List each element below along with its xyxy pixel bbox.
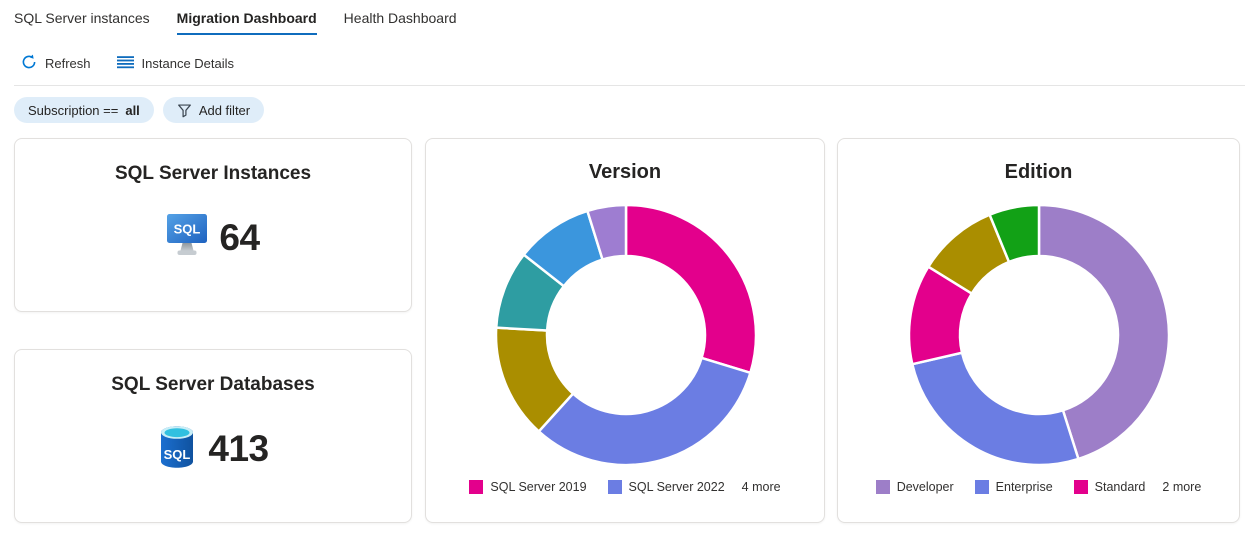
- tab-health-dashboard[interactable]: Health Dashboard: [343, 10, 457, 26]
- tab-sql-server-instances[interactable]: SQL Server instances: [14, 10, 150, 26]
- legend-label: SQL Server 2022: [628, 480, 725, 494]
- subscription-filter-value: all: [125, 102, 140, 118]
- legend-swatch: [469, 480, 484, 494]
- subscription-filter-label: Subscription ==: [28, 102, 119, 118]
- version-chart-legend: SQL Server 2019 SQL Server 2022 4 more: [426, 480, 824, 494]
- donut-slice-enterprise[interactable]: [910, 351, 1080, 467]
- sql-server-databases-card: SQL Server Databases SQL 413: [14, 349, 412, 523]
- legend-swatch: [974, 480, 989, 494]
- legend-label: SQL Server 2019: [490, 480, 587, 494]
- version-chart-card: Version SQL Server 2019 SQL Server 2022 4 …: [425, 138, 825, 523]
- add-filter-pill[interactable]: Add filter: [162, 97, 265, 123]
- refresh-label: Refresh: [45, 55, 91, 71]
- subscription-filter-pill[interactable]: Subscription == all: [14, 97, 154, 123]
- edition-chart-card: Edition Developer Enterprise Standard 2 mor…: [837, 138, 1240, 523]
- donut-slice-unlabeled-5[interactable]: [585, 203, 628, 262]
- legend-item-sql-server-2022: SQL Server 2022: [607, 480, 725, 494]
- legend-label: Enterprise: [995, 480, 1053, 494]
- chart-title: Version: [588, 161, 662, 183]
- tab-migration-dashboard[interactable]: Migration Dashboard: [176, 10, 317, 35]
- svg-text:SQL: SQL: [164, 447, 191, 462]
- toolbar-divider: [14, 85, 1245, 86]
- legend-item-standard: Standard: [1073, 480, 1146, 494]
- instances-count: 64: [219, 216, 260, 258]
- horizontal-lines-icon: [116, 54, 134, 73]
- legend-item-developer: Developer: [875, 480, 954, 494]
- donut-slice-developer[interactable]: [1037, 203, 1171, 461]
- sql-server-monitor-icon: SQL: [166, 212, 208, 263]
- add-filter-label: Add filter: [198, 102, 251, 118]
- edition-donut-chart: [907, 203, 1171, 467]
- version-donut-chart: [494, 203, 758, 467]
- legend-item-sql-server-2019: SQL Server 2019: [469, 480, 587, 494]
- sql-server-instances-card: SQL Server Instances SQL: [14, 138, 412, 312]
- svg-text:SQL: SQL: [174, 222, 201, 237]
- legend-item-enterprise: Enterprise: [974, 480, 1053, 494]
- legend-label: Developer: [896, 480, 954, 494]
- databases-count: 413: [208, 428, 269, 469]
- refresh-icon: [21, 54, 37, 73]
- legend-swatch: [1073, 480, 1088, 494]
- filter-funnel-icon: [177, 103, 192, 118]
- legend-swatch: [875, 480, 890, 494]
- refresh-button[interactable]: Refresh: [15, 50, 97, 77]
- donut-slice-sql-server-2022[interactable]: [537, 356, 752, 467]
- donut-slice-sql-server-2019[interactable]: [624, 203, 758, 375]
- edition-chart-legend: Developer Enterprise Standard 2 more: [838, 480, 1239, 494]
- card-title: SQL Server Databases: [111, 374, 315, 395]
- donut-slice-unlabeled-4[interactable]: [987, 203, 1041, 264]
- dashboard-cards: SQL Server Instances SQL: [0, 138, 1259, 551]
- legend-swatch: [607, 480, 622, 494]
- instance-details-label: Instance Details: [141, 55, 235, 71]
- legend-label: Standard: [1094, 480, 1146, 494]
- filter-bar: Subscription == all Add filter: [0, 97, 1259, 123]
- sql-database-icon: SQL: [157, 423, 197, 475]
- legend-more-label: 4 more: [741, 480, 781, 494]
- instance-details-button[interactable]: Instance Details: [111, 50, 241, 77]
- tab-bar: SQL Server instances Migration Dashboard…: [0, 0, 1259, 35]
- chart-title: Edition: [1004, 161, 1073, 183]
- toolbar: Refresh Instance Details: [0, 41, 1259, 85]
- card-title: SQL Server Instances: [114, 163, 312, 184]
- legend-more-label: 2 more: [1162, 480, 1202, 494]
